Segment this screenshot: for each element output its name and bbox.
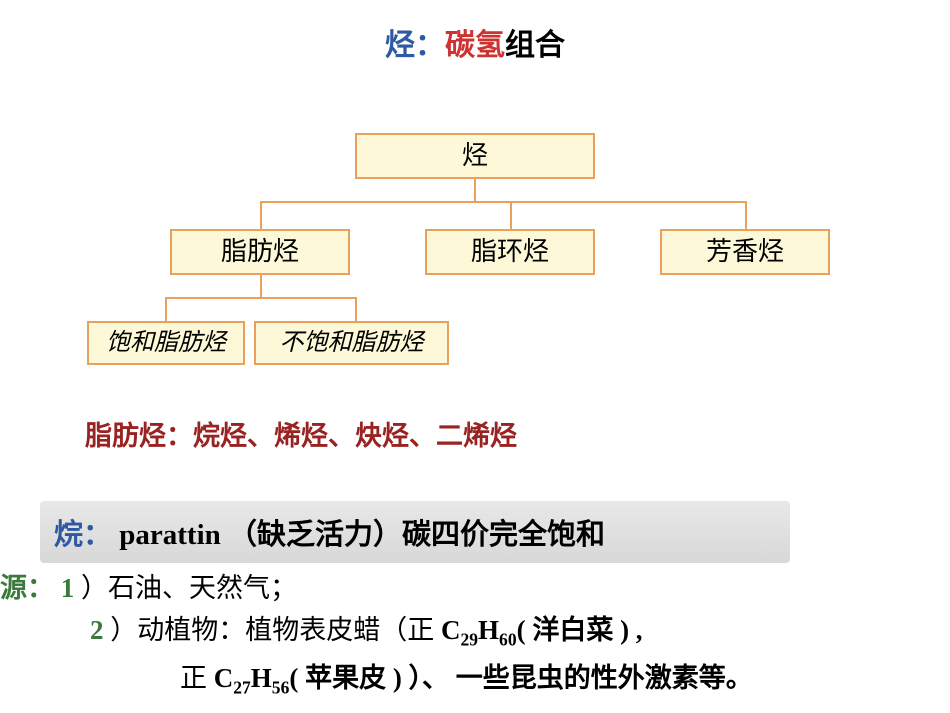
title-part1: 烃： (385, 29, 445, 62)
def-label3: （缺乏活力）碳四价完全饱和 (228, 519, 605, 551)
tree-node-n3: 芳香烃 (660, 229, 830, 275)
title-part3: 组合 (505, 29, 565, 62)
tree-node-n3-label: 芳香烃 (706, 237, 784, 266)
def-label2: parattin (112, 519, 228, 551)
tree-node-n2-label: 脂环烃 (471, 237, 549, 266)
connector (355, 297, 357, 321)
subtitle-line: 脂肪烃：烷烃、烯烃、炔烃、二烯烃 (85, 418, 517, 456)
source-line-2: 2 ）动植物：植物表皮蜡（正 C29H60( 洋白菜 ) , (90, 612, 643, 652)
src-2-b: ( 洋白菜 ) , (517, 615, 643, 645)
src-2-num: 2 (90, 615, 110, 645)
connector (165, 297, 167, 321)
connector (745, 201, 747, 229)
connector (510, 201, 512, 229)
page-title: 烃：碳氢组合 (0, 20, 950, 64)
f1s2: 60 (499, 629, 517, 649)
f2b: H (251, 663, 272, 693)
f1s1: 29 (461, 629, 479, 649)
f2s2: 56 (272, 677, 290, 697)
connector (474, 179, 476, 201)
connector (260, 275, 262, 297)
src-3-b: ( 苹果皮 ) ）、 一些昆虫的性外激素等。 (289, 663, 752, 693)
definition-box: 烷： parattin （缺乏活力）碳四价完全饱和 (40, 501, 790, 563)
tree-node-n4-label: 饱和脂肪烃 (106, 330, 226, 356)
source-line-3: 正 C27H56( 苹果皮 ) ）、 一些昆虫的性外激素等。 (180, 660, 753, 700)
src-1-num: 1 (54, 573, 81, 603)
connector (260, 201, 262, 229)
connector (260, 201, 745, 203)
f2s1: 27 (233, 677, 251, 697)
tree-node-n4: 饱和脂肪烃 (87, 321, 245, 365)
tree-node-n1: 脂肪烃 (170, 229, 350, 275)
src-1-rest: ）石油、天然气； (81, 573, 297, 603)
tree-node-n2: 脂环烃 (425, 229, 595, 275)
tree-node-n5: 不饱和脂肪烃 (254, 321, 449, 365)
src-prefix: 源： (0, 573, 54, 603)
connector (165, 297, 355, 299)
tree-node-root: 烃 (355, 133, 595, 179)
tree-node-n5-label: 不饱和脂肪烃 (280, 330, 424, 356)
src-3-a: 正 (180, 663, 207, 693)
tree-node-root-label: 烃 (462, 141, 488, 170)
tree-node-n1-label: 脂肪烃 (221, 237, 299, 266)
src-2-a: ）动植物：植物表皮蜡（正 (110, 615, 434, 645)
title-part2: 碳氢 (445, 29, 505, 62)
f1b: H (478, 615, 499, 645)
f1a: C (434, 615, 460, 645)
subtitle-text: 脂肪烃：烷烃、烯烃、炔烃、二烯烃 (85, 421, 517, 451)
def-label1: 烷： (54, 519, 112, 551)
source-line-1: 源： 1 ）石油、天然气； (0, 570, 297, 608)
f2a: C (207, 663, 233, 693)
